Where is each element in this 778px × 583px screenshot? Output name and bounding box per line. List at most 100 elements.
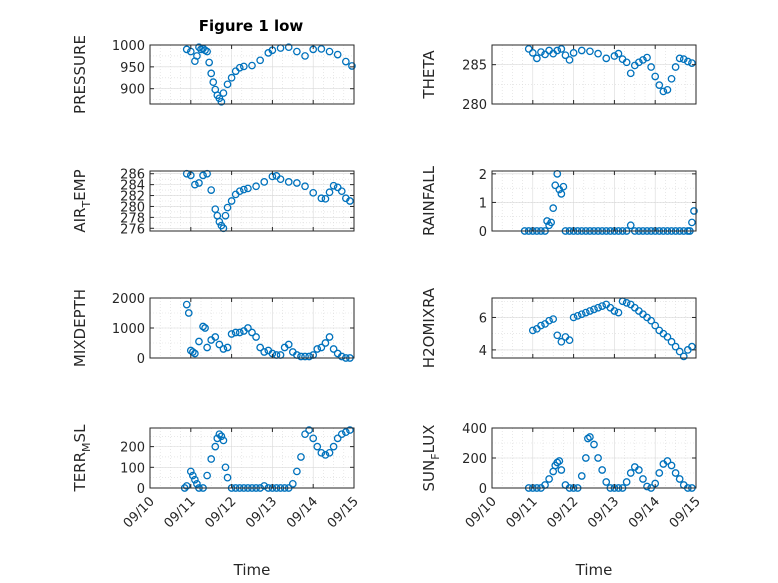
data-point [227, 73, 236, 82]
data-point [610, 307, 619, 315]
data-point [679, 352, 688, 361]
data-point [203, 471, 211, 480]
ytick-label: 6 [479, 311, 487, 326]
data-point [663, 85, 672, 94]
data-point [659, 87, 668, 96]
data-point [553, 331, 562, 340]
data-point [528, 326, 537, 335]
data-point [533, 54, 541, 63]
data-point [690, 207, 698, 215]
data-point [675, 475, 684, 483]
data-point [293, 47, 301, 56]
y-axis-label: TERRMSL [71, 424, 93, 493]
ytick-label: 0 [479, 482, 487, 497]
data-point [569, 49, 578, 57]
data-point [301, 182, 309, 191]
data-point [557, 337, 566, 346]
data-point [543, 217, 551, 225]
data-point [584, 434, 592, 443]
data-point [594, 303, 602, 312]
y-axis-label: MIXDEPTH [71, 289, 89, 367]
data-point [348, 62, 356, 70]
data-point [223, 203, 232, 212]
axes-box [149, 170, 355, 232]
series-markers [182, 169, 354, 233]
data-point [622, 299, 631, 307]
axes-box [149, 44, 355, 105]
y-axis-label: AIRTEMP [71, 169, 93, 232]
data-point [317, 45, 326, 53]
data-point [215, 217, 224, 226]
data-point [227, 330, 236, 338]
y-axis-label: SUNFLUX [420, 425, 442, 492]
data-point [191, 180, 199, 189]
data-point [199, 171, 207, 180]
data-point [325, 448, 334, 457]
data-point [333, 434, 342, 443]
data-point [541, 50, 549, 59]
data-point [688, 218, 696, 227]
data-point [557, 45, 566, 53]
data-point [301, 352, 309, 361]
data-point [191, 349, 199, 358]
ytick-label: 278 [120, 211, 145, 226]
series-markers [182, 43, 356, 106]
data-point [626, 69, 635, 78]
data-point [647, 63, 655, 71]
xtick-label: 09/12 [202, 494, 239, 531]
data-point [248, 61, 256, 70]
ytick-label: 280 [120, 200, 145, 215]
data-point [614, 49, 623, 58]
ytick-label: 0 [137, 352, 145, 367]
data-point [219, 436, 228, 445]
data-point [610, 52, 619, 60]
data-point [217, 97, 226, 106]
data-point [301, 430, 309, 439]
data-point [231, 67, 240, 76]
data-point [252, 333, 260, 341]
data-point [235, 63, 244, 72]
xtick-label: 09/13 [243, 494, 280, 531]
data-point [594, 454, 602, 462]
data-point [337, 352, 346, 361]
data-point [188, 348, 197, 356]
data-point [553, 458, 562, 467]
ytick-label: 0 [137, 482, 145, 497]
data-point [223, 343, 232, 352]
data-point [651, 321, 660, 330]
data-point [549, 204, 558, 212]
data-point [195, 337, 203, 346]
ytick-label: 400 [462, 422, 487, 437]
xtick-label: 09/14 [626, 494, 663, 531]
data-point [205, 58, 214, 67]
xtick-label: 09/14 [284, 494, 321, 531]
xtick-label: 09/15 [667, 494, 704, 531]
data-point [667, 74, 676, 83]
data-point [305, 426, 313, 434]
data-point [602, 54, 611, 63]
data-point [333, 50, 342, 59]
data-point [559, 182, 568, 191]
data-point [207, 455, 216, 463]
data-point [182, 300, 191, 309]
data-point [647, 316, 655, 325]
x-axis-label: Time [575, 561, 613, 579]
data-point [557, 190, 566, 198]
data-point [643, 482, 651, 491]
axes-box [491, 297, 697, 359]
y-axis-label: PRESSURE [71, 35, 89, 114]
figure-title: Figure 1 low [199, 17, 304, 35]
data-point [671, 342, 680, 351]
data-point [244, 324, 252, 332]
data-point [182, 45, 191, 54]
data-point [553, 46, 562, 55]
data-point [333, 183, 342, 192]
data-point [679, 55, 688, 64]
axes-box [149, 427, 355, 489]
ytick-label: 900 [120, 83, 145, 98]
subplot-sun-flux: 0 200 400 09/10 09/11 09/12 09/13 09/14 09/15 Tim… [420, 422, 704, 579]
subplot-terr-msl: 0 100 200 09/10 09/11 09/12 09/13 09/14 09/15 Tim… [71, 424, 362, 579]
data-point [614, 308, 623, 317]
data-point [305, 352, 313, 361]
